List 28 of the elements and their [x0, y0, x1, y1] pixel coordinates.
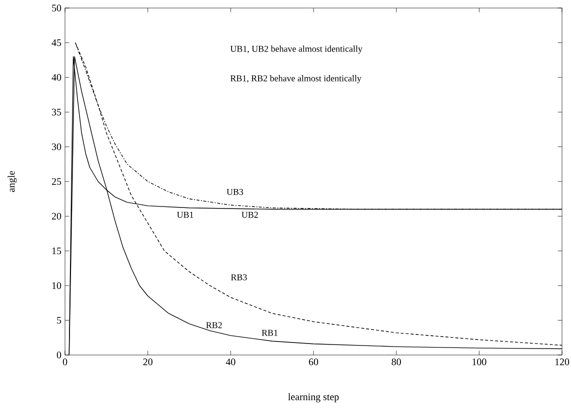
y-tick-label: 0	[56, 352, 62, 358]
annotation: UB3	[226, 188, 244, 195]
x-tick-label: 60	[308, 358, 318, 366]
y-tick-label: 30	[52, 143, 62, 150]
annotation: RB1	[262, 330, 278, 336]
x-tick-label: 120	[555, 358, 570, 366]
y-tick-label: 15	[52, 248, 62, 254]
y-tick-label: 5	[57, 316, 62, 324]
annotation: UB1	[176, 212, 194, 218]
y-tick-label: 40	[52, 74, 62, 81]
annotation: RB2	[206, 322, 222, 328]
annotation: UB1, UB2 behave almost identically	[230, 46, 362, 54]
y-tick-label: 50	[52, 4, 62, 12]
y-tick-label: 25	[52, 178, 62, 185]
x-tick-label: 20	[143, 358, 152, 366]
x-axis-title: learning step	[288, 393, 339, 402]
x-tick-label: 80	[392, 358, 401, 366]
y-tick-label: 20	[52, 212, 62, 220]
x-tick-label: 40	[226, 358, 236, 366]
y-tick-label: 35	[52, 108, 62, 116]
x-tick-label: 0	[62, 358, 68, 366]
y-axis-title: angle	[8, 171, 17, 192]
x-tick-label: 100	[472, 358, 486, 366]
annotation: RB1, RB2 behave almost identically	[230, 75, 362, 84]
y-tick-label: 10	[52, 282, 62, 289]
annotation: RB3	[231, 274, 247, 280]
y-tick-label: 45	[52, 39, 62, 46]
annotation: UB2	[242, 212, 258, 218]
